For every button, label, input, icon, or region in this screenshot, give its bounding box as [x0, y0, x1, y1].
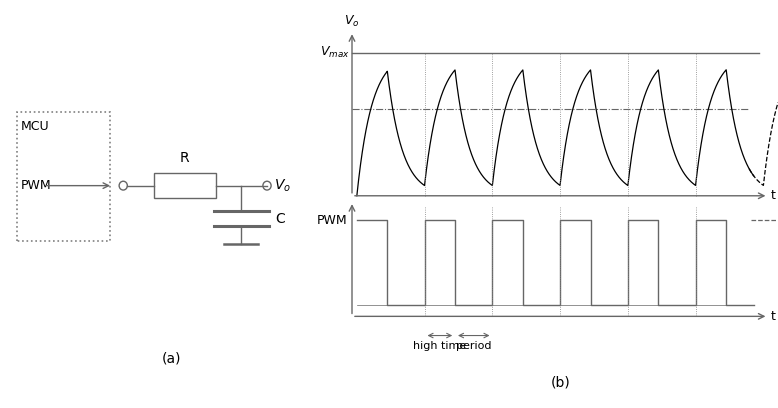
- Text: PWM: PWM: [20, 179, 51, 192]
- Text: $V_{max}$: $V_{max}$: [320, 45, 349, 60]
- Text: MCU: MCU: [20, 120, 49, 133]
- Text: R: R: [180, 151, 190, 165]
- Text: period: period: [456, 341, 492, 351]
- Text: t: t: [771, 310, 776, 323]
- Text: $V_o$: $V_o$: [344, 13, 359, 29]
- Bar: [154, 173, 216, 198]
- Text: t: t: [771, 189, 776, 202]
- Text: $V_o$: $V_o$: [274, 177, 291, 194]
- Text: C: C: [275, 212, 286, 226]
- Text: high time: high time: [413, 341, 467, 351]
- Text: (b): (b): [550, 375, 570, 389]
- Text: (a): (a): [161, 351, 181, 365]
- Text: PWM: PWM: [317, 214, 347, 227]
